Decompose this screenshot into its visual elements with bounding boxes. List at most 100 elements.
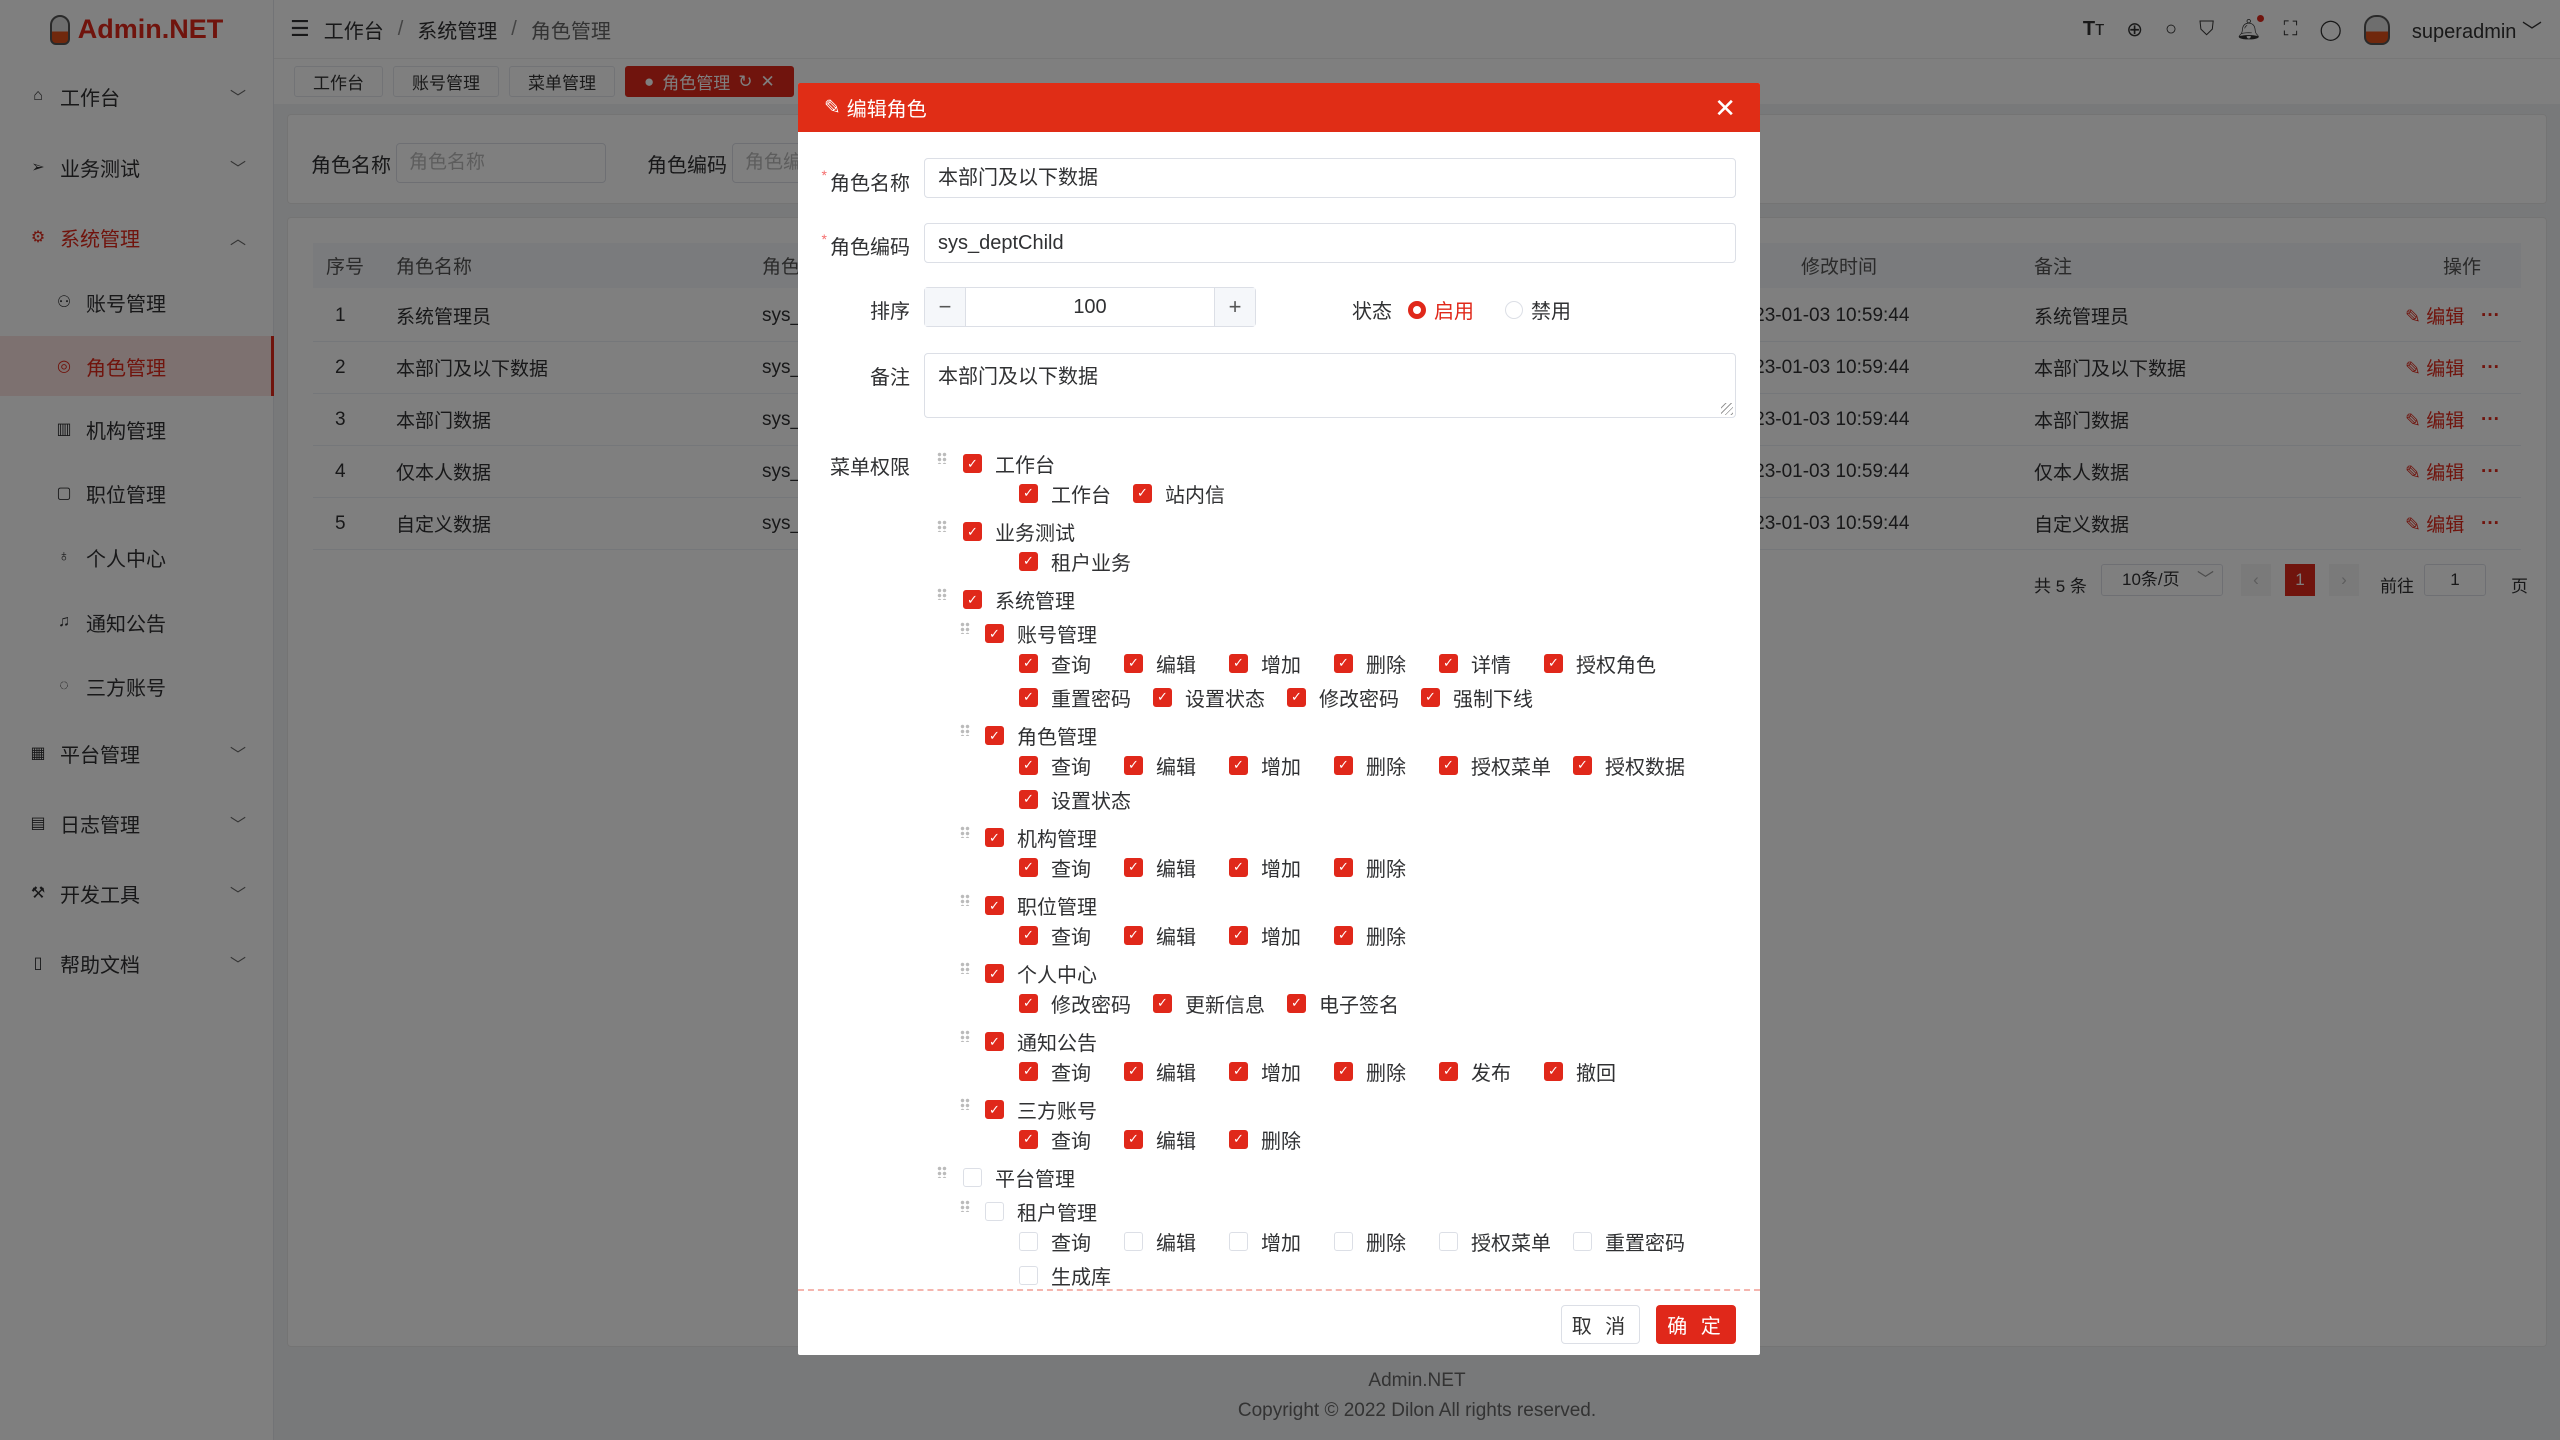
permission-checkbox[interactable]: ✓ 编辑: [1124, 748, 1229, 782]
checkbox[interactable]: ✓: [1019, 925, 1038, 945]
checkbox[interactable]: ✓: [1229, 857, 1248, 877]
checkbox[interactable]: ✓: [985, 964, 1004, 983]
checkbox[interactable]: ✓: [985, 1032, 1004, 1051]
permission-checkbox[interactable]: ✓ 删除: [1229, 1122, 1334, 1156]
drag-handle-icon[interactable]: [960, 894, 970, 906]
drag-handle-icon[interactable]: [960, 1030, 970, 1042]
checkbox[interactable]: [985, 1202, 1004, 1221]
role-name-input[interactable]: 本部门及以下数据: [924, 158, 1736, 198]
checkbox[interactable]: ✓: [1544, 1061, 1563, 1081]
checkbox[interactable]: [963, 1168, 982, 1187]
permission-checkbox[interactable]: 删除: [1334, 1224, 1439, 1258]
checkbox[interactable]: ✓: [963, 522, 982, 541]
checkbox[interactable]: [1573, 1231, 1592, 1251]
checkbox[interactable]: ✓: [985, 726, 1004, 745]
permission-checkbox[interactable]: ✓ 编辑: [1124, 1054, 1229, 1088]
sort-input[interactable]: 100: [965, 288, 1215, 326]
permission-checkbox[interactable]: ✓ 增加: [1229, 748, 1334, 782]
checkbox[interactable]: ✓: [1573, 755, 1592, 775]
resize-handle-icon[interactable]: [1721, 403, 1733, 415]
permission-checkbox[interactable]: ✓ 增加: [1229, 850, 1334, 884]
tree-node-label[interactable]: 角色管理: [1017, 727, 1097, 749]
checkbox[interactable]: ✓: [1019, 1061, 1038, 1081]
permission-checkbox[interactable]: ✓ 设置状态: [1153, 680, 1287, 714]
checkbox[interactable]: ✓: [1124, 925, 1143, 945]
checkbox[interactable]: ✓: [1439, 755, 1458, 775]
permission-checkbox[interactable]: ✓ 修改密码: [1287, 680, 1421, 714]
checkbox[interactable]: ✓: [1124, 1129, 1143, 1149]
confirm-button[interactable]: 确 定: [1656, 1305, 1736, 1344]
permission-checkbox[interactable]: ✓ 授权角色: [1544, 646, 1678, 680]
permission-checkbox[interactable]: ✓ 租户业务: [1019, 544, 1153, 578]
tree-node-label[interactable]: 系统管理: [995, 591, 1075, 613]
checkbox[interactable]: ✓: [1133, 483, 1152, 503]
checkbox[interactable]: [1229, 1231, 1248, 1251]
checkbox[interactable]: ✓: [1334, 755, 1353, 775]
checkbox[interactable]: ✓: [1019, 483, 1038, 503]
tree-node-label[interactable]: 三方账号: [1017, 1101, 1097, 1123]
tree-node-label[interactable]: 平台管理: [995, 1169, 1075, 1191]
permission-checkbox[interactable]: ✓ 工作台: [1019, 476, 1133, 510]
checkbox[interactable]: ✓: [1124, 857, 1143, 877]
permission-checkbox[interactable]: ✓ 电子签名: [1287, 986, 1421, 1020]
permission-checkbox[interactable]: ✓ 站内信: [1133, 476, 1247, 510]
tree-node-label[interactable]: 账号管理: [1017, 625, 1097, 647]
checkbox[interactable]: ✓: [963, 590, 982, 609]
checkbox[interactable]: ✓: [1544, 653, 1563, 673]
checkbox[interactable]: ✓: [1124, 1061, 1143, 1081]
permission-checkbox[interactable]: ✓ 发布: [1439, 1054, 1544, 1088]
checkbox[interactable]: ✓: [985, 896, 1004, 915]
permission-checkbox[interactable]: ✓ 编辑: [1124, 850, 1229, 884]
checkbox[interactable]: [1019, 1265, 1038, 1285]
drag-handle-icon[interactable]: [937, 1166, 947, 1178]
checkbox[interactable]: ✓: [1124, 653, 1143, 673]
checkbox[interactable]: ✓: [1019, 857, 1038, 877]
permission-checkbox[interactable]: ✓ 授权数据: [1573, 748, 1707, 782]
checkbox[interactable]: ✓: [1019, 653, 1038, 673]
checkbox[interactable]: ✓: [1439, 653, 1458, 673]
checkbox[interactable]: ✓: [985, 1100, 1004, 1119]
checkbox[interactable]: ✓: [1229, 925, 1248, 945]
permission-checkbox[interactable]: 授权菜单: [1439, 1224, 1573, 1258]
status-radio-enabled[interactable]: 启用: [1408, 295, 1474, 324]
checkbox[interactable]: ✓: [1287, 993, 1306, 1013]
permission-checkbox[interactable]: 生成库: [1019, 1258, 1133, 1292]
permission-checkbox[interactable]: ✓ 删除: [1334, 918, 1439, 952]
permission-checkbox[interactable]: ✓ 强制下线: [1421, 680, 1555, 714]
close-icon[interactable]: ✕: [1714, 93, 1736, 123]
permission-checkbox[interactable]: ✓ 查询: [1019, 748, 1124, 782]
tree-node-label[interactable]: 机构管理: [1017, 829, 1097, 851]
permission-checkbox[interactable]: ✓ 编辑: [1124, 918, 1229, 952]
checkbox[interactable]: ✓: [1334, 925, 1353, 945]
permission-checkbox[interactable]: 编辑: [1124, 1224, 1229, 1258]
permission-checkbox[interactable]: ✓ 增加: [1229, 1054, 1334, 1088]
checkbox[interactable]: ✓: [1019, 993, 1038, 1013]
checkbox[interactable]: ✓: [963, 454, 982, 473]
checkbox[interactable]: ✓: [1421, 687, 1440, 707]
permission-checkbox[interactable]: ✓ 授权菜单: [1439, 748, 1573, 782]
tree-node-label[interactable]: 个人中心: [1017, 965, 1097, 987]
permission-checkbox[interactable]: ✓ 查询: [1019, 1054, 1124, 1088]
increment-button[interactable]: +: [1215, 288, 1255, 326]
permission-checkbox[interactable]: 重置密码: [1573, 1224, 1707, 1258]
checkbox[interactable]: ✓: [1153, 993, 1172, 1013]
permission-checkbox[interactable]: ✓ 删除: [1334, 646, 1439, 680]
checkbox[interactable]: ✓: [1124, 755, 1143, 775]
tree-node-label[interactable]: 通知公告: [1017, 1033, 1097, 1055]
permission-checkbox[interactable]: ✓ 编辑: [1124, 646, 1229, 680]
decrement-button[interactable]: −: [925, 288, 965, 326]
permission-checkbox[interactable]: ✓ 重置密码: [1019, 680, 1153, 714]
checkbox[interactable]: ✓: [1287, 687, 1306, 707]
tree-node-label[interactable]: 业务测试: [995, 523, 1075, 545]
permission-checkbox[interactable]: ✓ 修改密码: [1019, 986, 1153, 1020]
checkbox[interactable]: ✓: [1439, 1061, 1458, 1081]
tree-node-label[interactable]: 租户管理: [1017, 1203, 1097, 1225]
checkbox[interactable]: ✓: [985, 624, 1004, 643]
checkbox[interactable]: ✓: [1229, 755, 1248, 775]
permission-checkbox[interactable]: ✓ 详情: [1439, 646, 1544, 680]
permission-checkbox[interactable]: ✓ 增加: [1229, 646, 1334, 680]
drag-handle-icon[interactable]: [960, 1200, 970, 1212]
checkbox[interactable]: ✓: [1334, 653, 1353, 673]
checkbox[interactable]: ✓: [1019, 551, 1038, 571]
permission-checkbox[interactable]: ✓ 设置状态: [1019, 782, 1153, 816]
